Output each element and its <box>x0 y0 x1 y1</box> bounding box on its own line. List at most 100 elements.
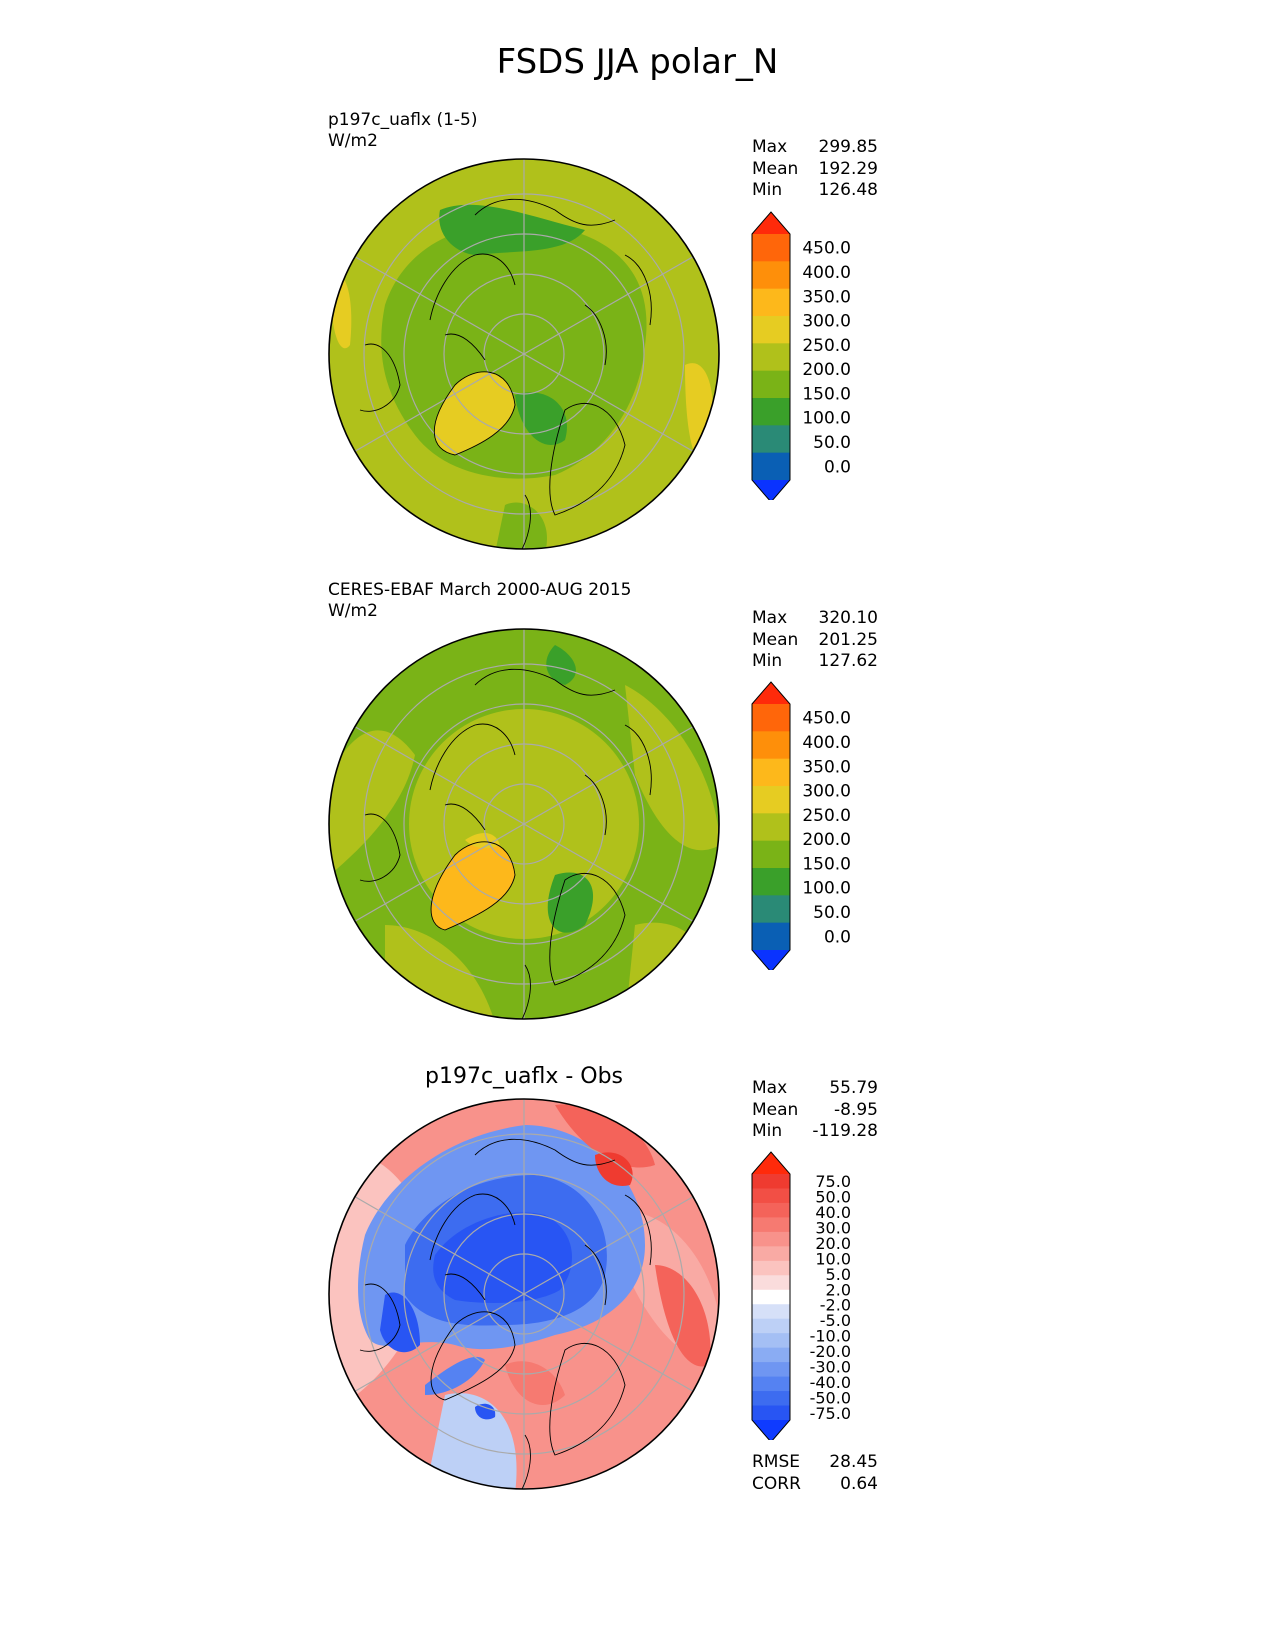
panel-2-title-name: CERES-EBAF March 2000-AUG 2015 <box>328 580 632 600</box>
panel-3-coastlines <box>359 1138 652 1489</box>
colorbar-bin <box>752 1275 790 1291</box>
panel-2-coastlines <box>359 668 652 1019</box>
colorbar-tick-label: 100.0 <box>802 879 851 899</box>
panel-3-polar-map <box>328 1098 720 1490</box>
colorbar-extend-min <box>752 950 790 970</box>
colorbar-bin <box>752 704 790 732</box>
panel-2-max-label: Max <box>752 608 788 628</box>
panel-2-mean-label: Mean <box>752 629 799 650</box>
colorbar-tick-label: 50.0 <box>815 1188 851 1207</box>
colorbar-bin <box>752 1391 790 1407</box>
colorbar-bin <box>752 452 790 481</box>
rmse-value: 28.45 <box>829 1452 878 1472</box>
panel-2-title: CERES-EBAF March 2000-AUG 2015 W/m2 <box>328 580 631 622</box>
corr-value: 0.64 <box>840 1473 878 1494</box>
panel-3-stats: Max 55.79 Mean -8.95 Min -119.28 <box>752 1078 878 1143</box>
panel-2-min-value: 127.62 <box>818 651 878 671</box>
colorbar-bin <box>752 370 790 399</box>
colorbar-tick-label: 0.0 <box>824 927 851 947</box>
panel-1-graticule <box>329 159 719 549</box>
colorbar-tick-label: 250.0 <box>802 336 851 356</box>
colorbar-bin <box>752 840 790 869</box>
panel-1-mean-value: 192.29 <box>818 158 878 179</box>
panel-3-max-label: Max <box>752 1078 788 1098</box>
colorbar-outline <box>751 211 791 500</box>
colorbar-tick-label: 300.0 <box>802 782 851 802</box>
colorbar-extend-max <box>752 212 790 234</box>
panel-1-max-value: 299.85 <box>818 137 878 157</box>
colorbar-bin <box>752 1304 790 1320</box>
colorbar-tick-label: 20.0 <box>815 1234 851 1253</box>
colorbar-tick-label: 150.0 <box>802 854 851 874</box>
colorbar-bin <box>752 786 790 814</box>
colorbar-tick-label: 0.0 <box>824 457 851 477</box>
colorbar-tick-label: 350.0 <box>802 757 851 777</box>
colorbar-tick-label: 50.0 <box>813 903 851 923</box>
panel-2-stats: Max 320.10 Mean 201.25 Min 127.62 <box>752 608 878 673</box>
colorbar-tick-label: -75.0 <box>810 1404 851 1423</box>
colorbar-tick-label: 30.0 <box>815 1219 851 1238</box>
panel-3-graticule <box>329 1099 719 1489</box>
colorbar-tick-label: -5.0 <box>820 1311 851 1330</box>
panel-1-title: p197c_uaflx (1-5) W/m2 <box>328 110 477 152</box>
colorbar-bin <box>752 1289 790 1305</box>
panel-3-min-label: Min <box>752 1121 783 1141</box>
colorbar-tick-label: 200.0 <box>802 830 851 850</box>
colorbar-bin <box>752 868 790 896</box>
panel-1-colorbar: 450.0 400.0 350.0 300.0 250.0 200.0 150.0 100.0… <box>751 211 851 500</box>
colorbar-bin <box>752 234 790 262</box>
colorbar-bin <box>752 758 790 787</box>
panel-2-colorbar: 450.0 400.0 350.0 300.0 250.0 200.0 150.0 100.0… <box>751 681 851 970</box>
colorbar-tick-label: 100.0 <box>802 409 851 429</box>
colorbar-bin <box>752 731 790 760</box>
colorbar-tick-label: 2.0 <box>826 1280 851 1299</box>
panel-3-colorbar: 75.050.040.030.020.010.05.02.0-2.0-5.0-1… <box>751 1151 851 1440</box>
colorbar-tick-label: 350.0 <box>802 287 851 307</box>
colorbar-tick-label: -20.0 <box>810 1342 851 1361</box>
colorbar-bin <box>752 398 790 426</box>
panel-3-metrics: RMSE 28.45 CORR 0.64 <box>752 1452 878 1495</box>
panel-1-mean-label: Mean <box>752 158 799 179</box>
panel-1-title-name: p197c_uaflx (1-5) <box>328 110 478 130</box>
colorbar-tick-label: -10.0 <box>810 1327 851 1346</box>
colorbar-bin <box>752 316 790 344</box>
colorbar-bin <box>752 1362 790 1378</box>
colorbar-bin <box>752 1333 790 1349</box>
colorbar-bin <box>752 1217 790 1233</box>
colorbar-extend-min <box>752 480 790 500</box>
colorbar-tick-label: 5.0 <box>826 1265 851 1284</box>
colorbar-tick-label: 400.0 <box>802 263 851 283</box>
figure-title: FSDS JJA polar_N <box>496 42 779 82</box>
colorbar-bin <box>752 1376 790 1392</box>
colorbar-bin <box>752 1246 790 1262</box>
colorbar-tick-label: 450.0 <box>802 239 851 259</box>
colorbar-tick-label: 40.0 <box>815 1203 851 1222</box>
colorbar-tick-label: 400.0 <box>802 733 851 753</box>
colorbar-tick-label: -2.0 <box>820 1296 851 1315</box>
panel-1-min-value: 126.48 <box>818 180 878 200</box>
colorbar-tick-label: 200.0 <box>802 360 851 380</box>
panel-3-min-value: -119.28 <box>812 1121 878 1141</box>
panel-2-mean-value: 201.25 <box>818 629 878 650</box>
colorbar-bin <box>752 922 790 951</box>
colorbar-bin <box>752 1318 790 1334</box>
colorbar-bin <box>752 1188 790 1204</box>
panel-1-max-label: Max <box>752 137 788 157</box>
panel-2-max-value: 320.10 <box>818 608 878 628</box>
colorbar-tick-label: 150.0 <box>802 384 851 404</box>
colorbar-bin <box>752 1174 790 1189</box>
colorbar-extend-max <box>752 1152 790 1174</box>
colorbar-bin <box>752 1202 790 1218</box>
panel-1-min-label: Min <box>752 180 783 200</box>
panel-1-stats: Max 299.85 Mean 192.29 Min 126.48 <box>752 137 878 202</box>
colorbar-outline <box>751 1151 791 1440</box>
panel-2-units: W/m2 <box>328 601 378 621</box>
colorbar-bin <box>752 1405 790 1421</box>
panel-1-polar-map <box>328 158 720 550</box>
panel-3-mean-value: -8.95 <box>834 1099 878 1120</box>
corr-label: CORR <box>752 1473 801 1494</box>
panel-3-title: p197c_uaflx - Obs <box>424 1064 624 1089</box>
colorbar-tick-label: 450.0 <box>802 709 851 729</box>
colorbar-outline <box>751 681 791 970</box>
panel-3-max-value: 55.79 <box>829 1078 878 1098</box>
